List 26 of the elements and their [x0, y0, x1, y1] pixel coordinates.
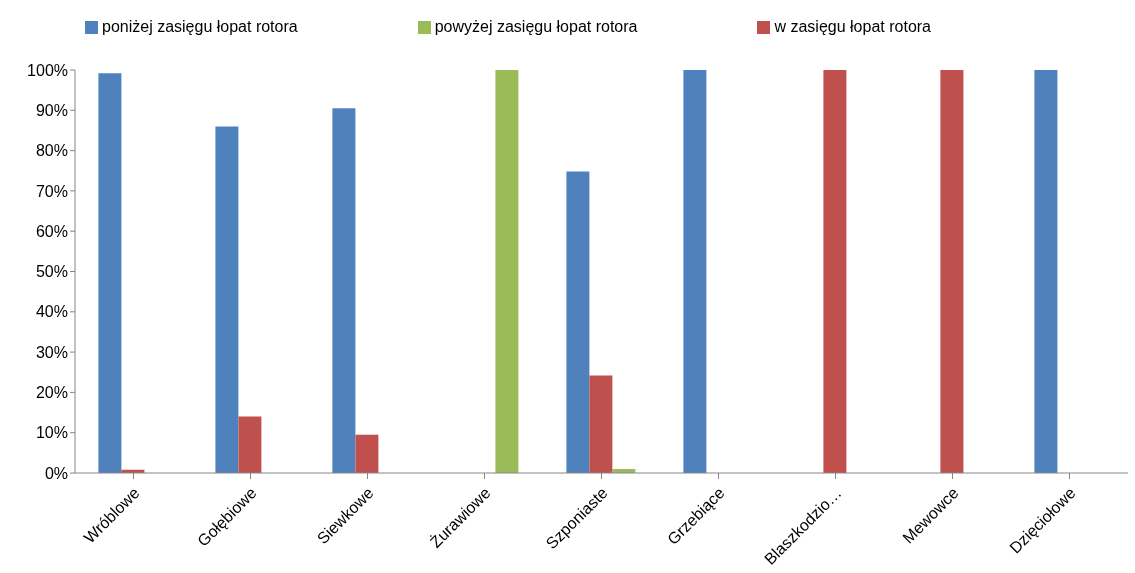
y-tick-label: 70% — [35, 182, 68, 200]
y-tick-label: 50% — [35, 263, 68, 281]
y-tick-label: 20% — [35, 384, 68, 402]
bar — [566, 171, 590, 473]
bar — [683, 70, 707, 473]
bar — [98, 73, 122, 473]
bar — [332, 108, 356, 473]
legend-label: w zasięgu łopat rotora — [774, 18, 931, 35]
y-tick-label: 80% — [35, 142, 68, 160]
y-tick-label: 40% — [35, 303, 68, 321]
bar — [823, 70, 847, 473]
y-tick-label: 10% — [35, 424, 68, 442]
legend-label: poniżej zasięgu łopat rotora — [102, 18, 298, 35]
bar — [215, 126, 239, 473]
y-tick-label: 90% — [35, 101, 68, 119]
bar — [355, 434, 379, 473]
legend-label: powyżej zasięgu łopat rotora — [434, 18, 638, 35]
bar — [495, 70, 519, 473]
bar — [589, 375, 613, 473]
bar — [238, 416, 262, 473]
y-tick-label: 30% — [35, 343, 68, 361]
bar — [1034, 70, 1058, 473]
y-tick-label: 0% — [44, 464, 68, 482]
bar — [940, 70, 964, 473]
y-tick-label: 60% — [35, 222, 68, 240]
y-tick-label: 100% — [27, 61, 68, 79]
